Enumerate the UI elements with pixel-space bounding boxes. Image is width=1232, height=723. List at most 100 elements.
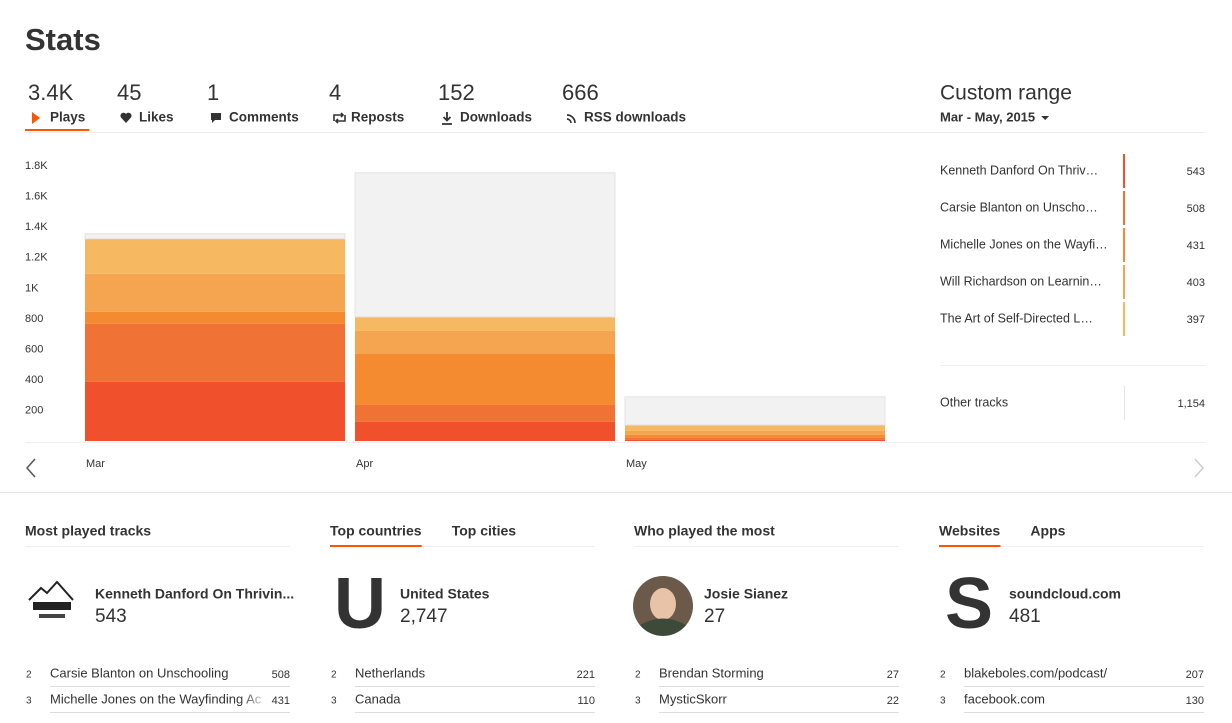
row-name[interactable]: Canada: [355, 691, 401, 706]
legend-total: 397: [1187, 314, 1205, 326]
legend-total: 431: [1187, 240, 1205, 252]
row-fade: [849, 691, 899, 709]
legend-swatch: [1123, 228, 1125, 262]
x-tick-label: May: [626, 458, 647, 470]
legend-entry[interactable]: The Art of Self-Directed L… 397: [940, 302, 1205, 336]
comment-icon: [211, 113, 221, 123]
bar-segment: [355, 316, 615, 331]
legend-swatch: [1123, 154, 1125, 188]
stat-label: Downloads: [460, 110, 532, 125]
bar-segment: [355, 421, 615, 441]
top-item-name[interactable]: Kenneth Danford On Thrivin...: [95, 586, 294, 602]
prev-arrow[interactable]: [25, 458, 36, 478]
row-count: 110: [577, 695, 595, 707]
y-tick-label: 400: [25, 374, 43, 386]
bar-segment: [355, 354, 615, 405]
bar-segment: [625, 430, 885, 435]
top-item-count: 481: [1009, 606, 1041, 627]
row-rank: 3: [940, 696, 946, 707]
bar-segment: [625, 424, 885, 431]
x-tick-label: Apr: [356, 458, 373, 470]
bar-segment: [85, 238, 345, 274]
bar-segment: [354, 172, 616, 318]
stat-tab[interactable]: 3.4K Plays: [25, 80, 90, 131]
legend-swatch: [1123, 191, 1125, 225]
row-name[interactable]: Netherlands: [355, 665, 426, 680]
top-item-name[interactable]: United States: [400, 586, 490, 602]
row-rank: 3: [635, 696, 641, 707]
panel-tab[interactable]: Top cities: [452, 523, 517, 539]
y-tick-label: 1.8K: [25, 160, 48, 172]
bar-segment: [625, 434, 885, 438]
legend-name: Michelle Jones on the Wayfi…: [940, 237, 1108, 251]
panel-tab[interactable]: Top countries: [330, 523, 422, 539]
stat-tab[interactable]: 1 Comments: [207, 80, 299, 125]
download-icon: [442, 112, 452, 125]
stat-tab[interactable]: 152 Downloads: [438, 80, 532, 125]
legend-entry[interactable]: Kenneth Danford On Thriv… 543: [940, 154, 1205, 188]
next-arrow[interactable]: [1194, 458, 1205, 478]
legend-total: 403: [1187, 277, 1205, 289]
legend-swatch: [1123, 265, 1125, 299]
top-item-name[interactable]: Josie Sianez: [704, 586, 788, 602]
stat-tab[interactable]: 45 Likes: [117, 80, 174, 125]
avatar-body: [640, 618, 686, 636]
row-rank: 2: [940, 670, 946, 681]
legend-entry[interactable]: Other tracks 1,154: [940, 386, 1205, 420]
row-name[interactable]: facebook.com: [964, 691, 1045, 706]
active-underline: [25, 129, 90, 131]
row-count: 22: [887, 695, 899, 707]
legend-total: 543: [1187, 166, 1205, 178]
panel-tab: Most played tracks: [25, 523, 151, 539]
row-count: 508: [272, 669, 290, 681]
active-tab-underline: [330, 545, 422, 547]
stat-label: Comments: [229, 110, 299, 125]
range-dates[interactable]: Mar - May, 2015: [940, 109, 1035, 124]
legend-entry[interactable]: Michelle Jones on the Wayfi… 431: [940, 228, 1205, 262]
row-name[interactable]: Carsie Blanton on Unschooling: [50, 665, 229, 680]
row-fade: [1154, 691, 1204, 709]
legend-entry[interactable]: Will Richardson on Learnin… 403: [940, 265, 1205, 299]
bar-segment: [84, 233, 346, 240]
row-name[interactable]: blakeboles.com/podcast/: [964, 665, 1107, 680]
x-tick-label: Mar: [86, 458, 105, 470]
legend-total: 508: [1187, 203, 1205, 215]
dropdown-caret: [1041, 116, 1050, 120]
row-count: 431: [272, 695, 290, 707]
row-count: 27: [887, 669, 899, 681]
y-tick-label: 800: [25, 313, 43, 325]
stat-tab[interactable]: 666 RSS downloads: [562, 80, 686, 125]
initial-letter: S: [945, 564, 993, 644]
row-fade: [545, 665, 595, 683]
logo-band: [39, 614, 65, 618]
stat-tab[interactable]: 4 Reposts: [329, 80, 404, 125]
top-item-name[interactable]: soundcloud.com: [1009, 586, 1121, 602]
legend-swatch: [1123, 302, 1125, 336]
legend-entry[interactable]: Carsie Blanton on Unscho… 508: [940, 191, 1205, 225]
legend-name: Kenneth Danford On Thriv…: [940, 163, 1098, 177]
row-rank: 3: [331, 696, 337, 707]
row-rank: 2: [26, 670, 32, 681]
row-name[interactable]: Michelle Jones on the Wayfinding Ac: [50, 691, 262, 706]
bar-segment: [625, 439, 885, 441]
panel-tab[interactable]: Apps: [1030, 523, 1065, 539]
panel-tab[interactable]: Websites: [939, 523, 1000, 539]
row-name[interactable]: MysticSkorr: [659, 691, 728, 706]
y-tick-label: 1.6K: [25, 191, 48, 203]
top-item-count: 2,747: [400, 606, 448, 627]
legend-total: 1,154: [1177, 398, 1205, 410]
bar-segment: [85, 323, 345, 382]
stat-label: Plays: [50, 110, 85, 125]
play-icon: [32, 112, 40, 124]
y-tick-label: 200: [25, 404, 43, 416]
row-rank: 2: [331, 670, 337, 681]
panel-tab: Who played the most: [634, 523, 775, 539]
row-count: 130: [1186, 695, 1204, 707]
row-name[interactable]: Brendan Storming: [659, 665, 764, 680]
top-item-count: 27: [704, 606, 725, 627]
bar-segment: [85, 381, 345, 441]
stat-value: 1: [207, 80, 219, 105]
bar-segment: [85, 273, 345, 312]
stat-value: 3.4K: [28, 80, 74, 105]
